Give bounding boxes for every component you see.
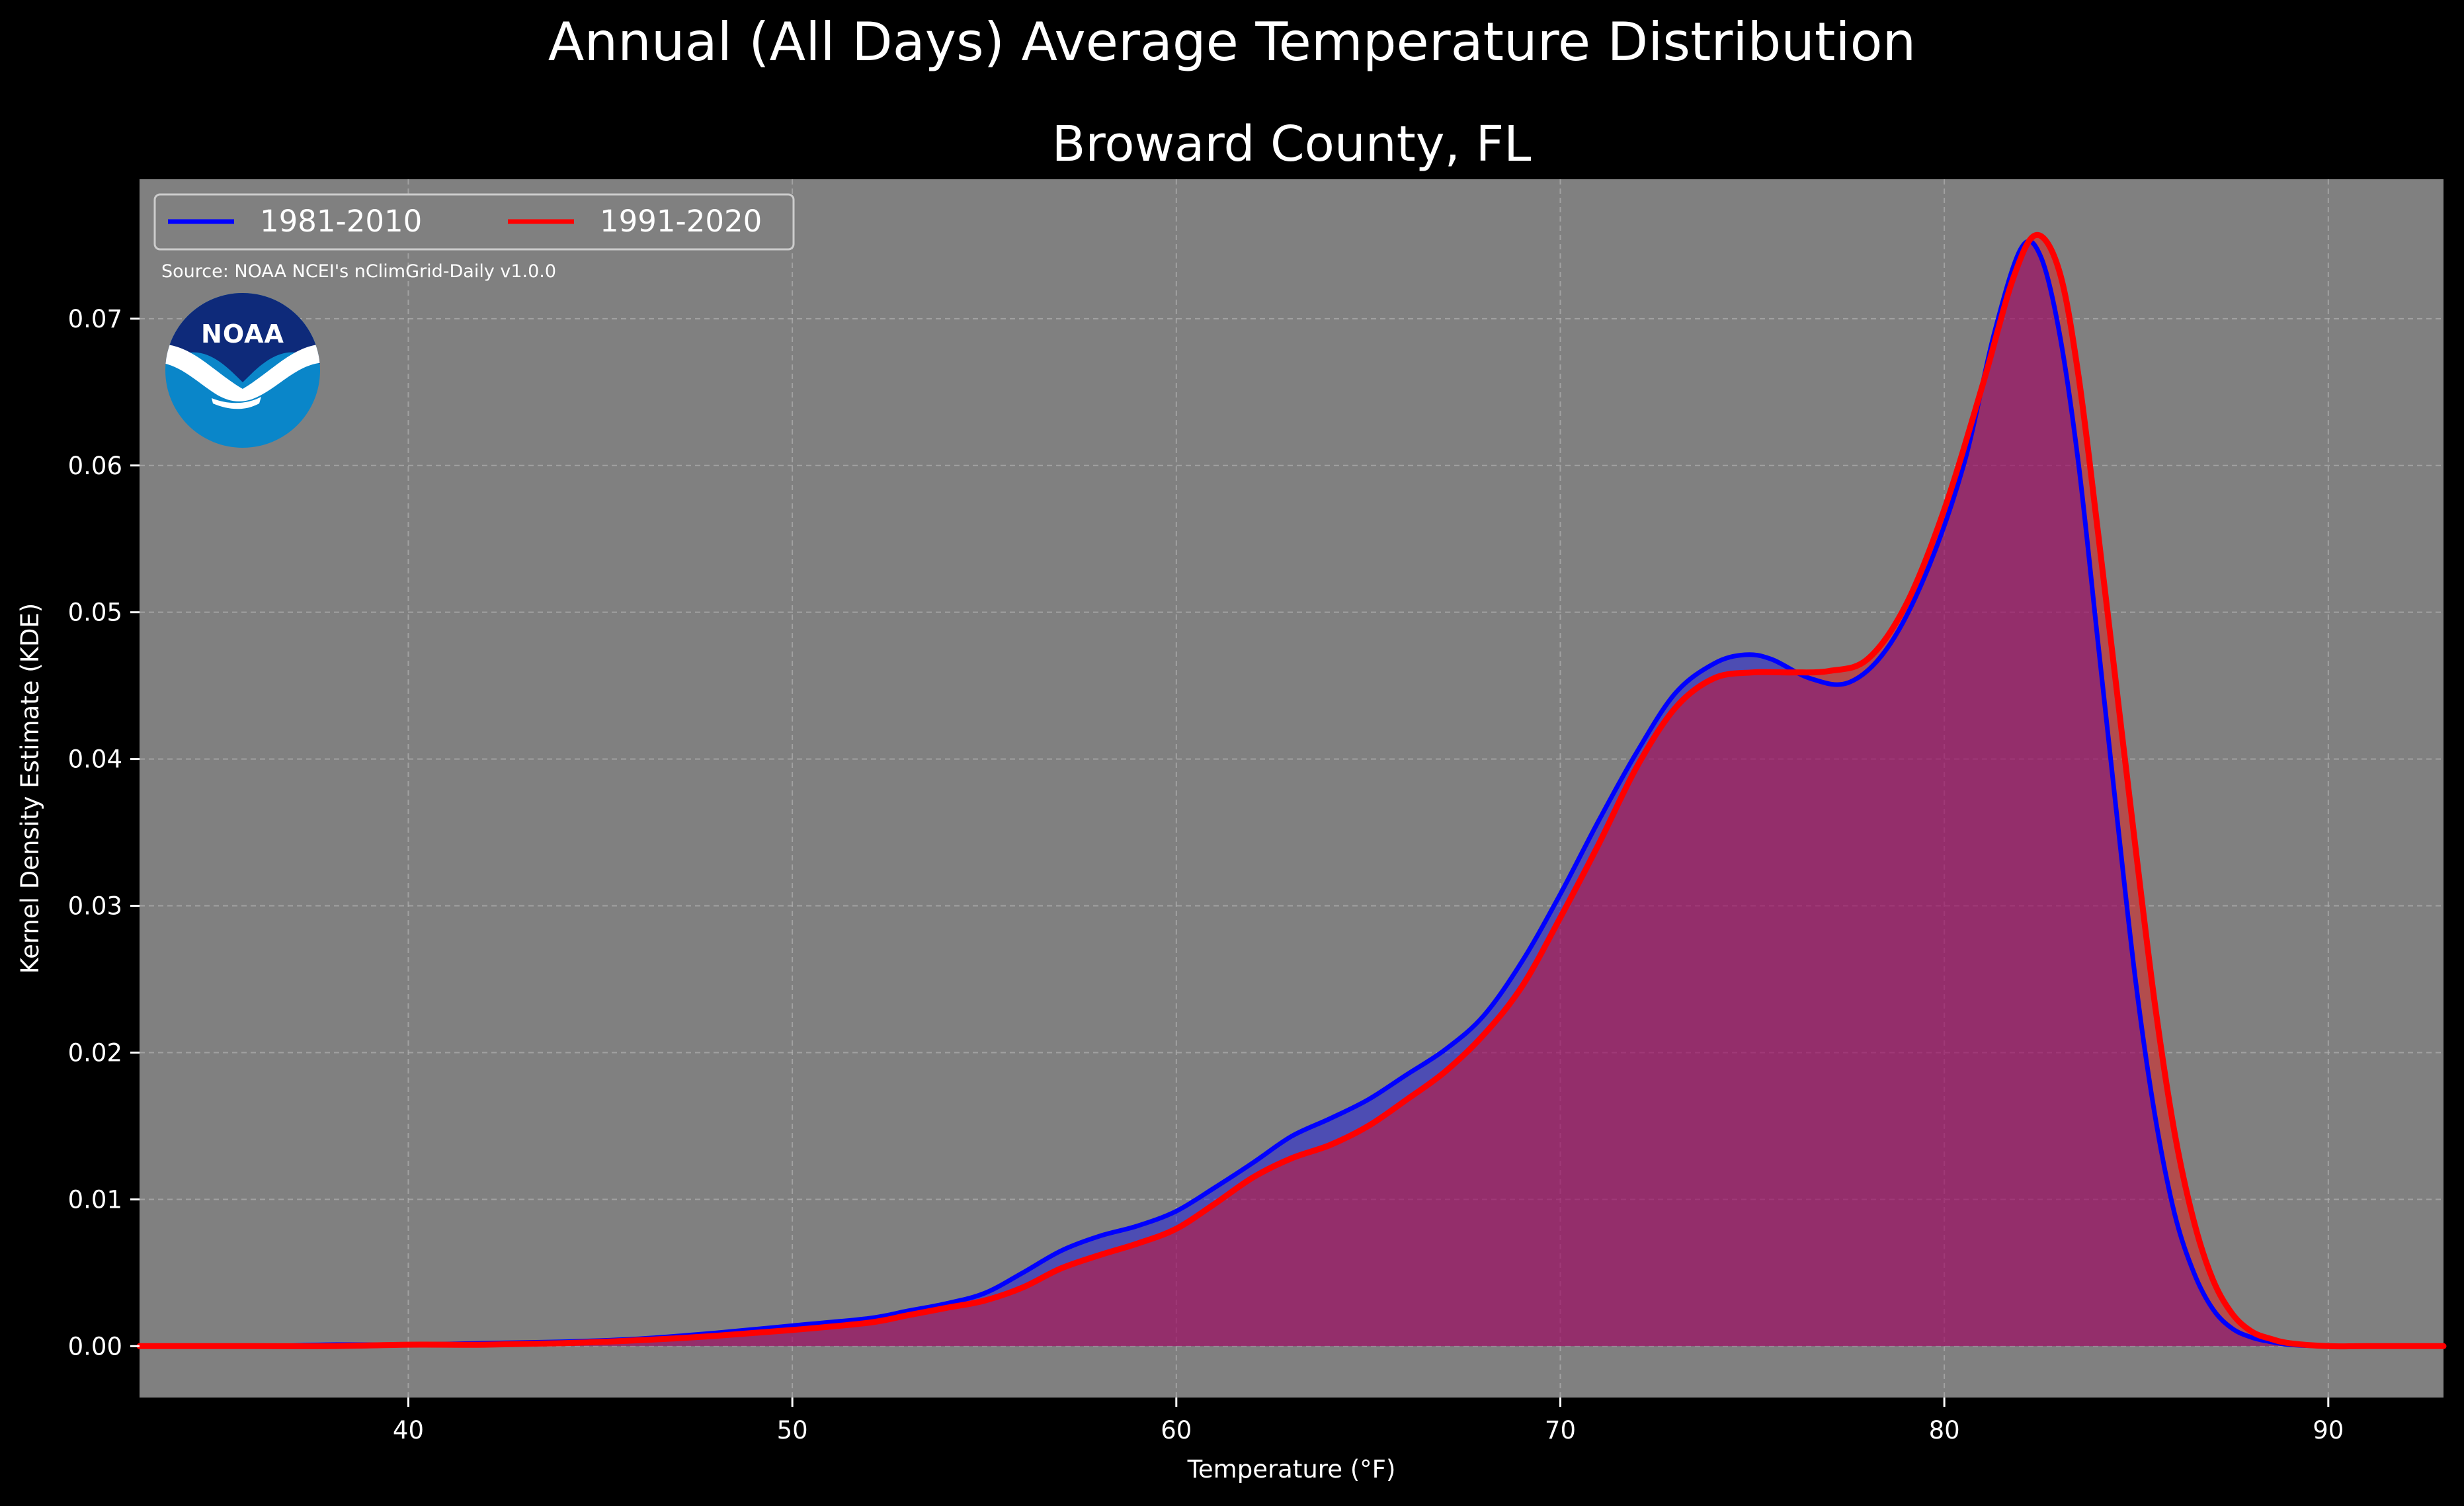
y-axis-label: Kernel Density Estimate (KDE) (16, 603, 44, 974)
source-note: Source: NOAA NCEI's nClimGrid-Daily v1.0… (161, 261, 556, 282)
noaa-logo-text: NOAA (201, 319, 284, 349)
legend: 1981-2010 1991-2020 (153, 193, 795, 251)
x-tick-label-90: 90 (2313, 1416, 2344, 1444)
plot-background (140, 179, 2443, 1398)
y-axis-ticks: 0.00 0.01 0.02 0.03 0.04 0.05 0.06 0.07 (68, 305, 140, 1360)
series-lines (136, 231, 2447, 1350)
noaa-logo-icon: NOAA (165, 293, 320, 448)
chart-title: Broward County, FL (1051, 116, 1532, 173)
y-tick-label-6: 0.06 (68, 452, 122, 480)
grid-lines (140, 179, 2443, 1398)
legend-label-1991-2020: 1991-2020 (600, 204, 762, 239)
y-tick-label-3: 0.03 (68, 892, 122, 921)
legend-frame (153, 193, 795, 251)
series-fill-1991-2020 (140, 235, 2443, 1347)
x-tick-label-70: 70 (1545, 1416, 1576, 1444)
x-tick-label-40: 40 (393, 1416, 424, 1444)
y-tick-label-4: 0.04 (68, 745, 122, 774)
y-tick-label-1: 0.01 (68, 1185, 122, 1214)
y-tick-label-7: 0.07 (68, 305, 122, 333)
figure-suptitle: Annual (All Days) Average Temperature Di… (548, 11, 1916, 73)
x-tick-label-60: 60 (1161, 1416, 1192, 1444)
y-tick-label-5: 0.05 (68, 599, 122, 627)
x-axis-ticks: 40 50 60 70 80 90 (393, 1398, 2344, 1444)
series-line-1981-2010 (137, 239, 2446, 1349)
x-axis-label: Temperature (°F) (1187, 1455, 1396, 1484)
x-tick-label-80: 80 (1929, 1416, 1960, 1444)
series-fill-1981-2010 (140, 241, 2443, 1347)
series-fills (140, 235, 2443, 1347)
y-tick-label-2: 0.02 (68, 1038, 122, 1067)
y-tick-label-0: 0.00 (68, 1332, 122, 1360)
legend-label-1981-2010: 1981-2010 (260, 204, 422, 239)
x-tick-label-50: 50 (777, 1416, 808, 1444)
series-line-1991-2020 (136, 231, 2447, 1350)
